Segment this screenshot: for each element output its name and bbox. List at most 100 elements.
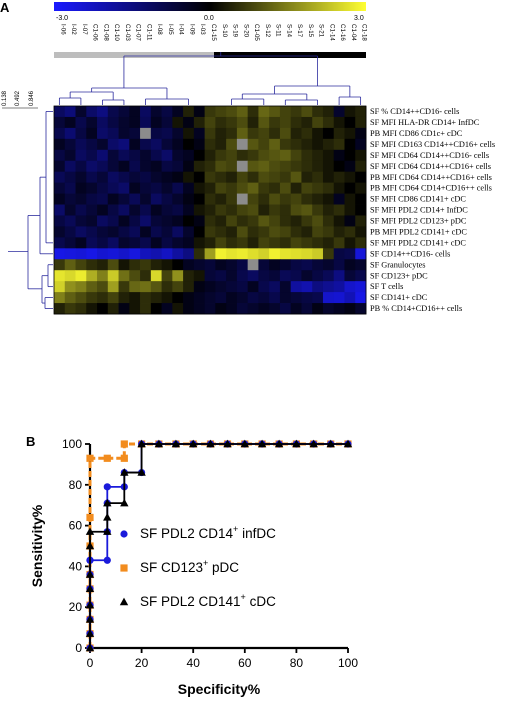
heatmap-cell bbox=[322, 182, 335, 194]
color-scale-gradient bbox=[54, 2, 366, 11]
heatmap-cell bbox=[54, 270, 66, 282]
heatmap-cell bbox=[215, 138, 227, 151]
heatmap-cell bbox=[129, 171, 141, 184]
heatmap-cell bbox=[193, 182, 206, 194]
heatmap-cell bbox=[312, 138, 324, 151]
heatmap-cell bbox=[75, 215, 87, 227]
heatmap-cell bbox=[301, 259, 313, 271]
heatmap-cell bbox=[129, 237, 141, 249]
heatmap-cell bbox=[118, 270, 130, 282]
heatmap-cell bbox=[161, 226, 173, 238]
heatmap-cell bbox=[140, 215, 152, 227]
roc-point-triangle bbox=[171, 439, 181, 448]
roc-line-triangle bbox=[89, 443, 348, 648]
heatmap-cell bbox=[355, 204, 367, 216]
heatmap-cell bbox=[161, 106, 173, 118]
heatmap-cell bbox=[54, 106, 66, 118]
roc-point-triangle bbox=[137, 468, 146, 476]
heatmap-cell bbox=[355, 138, 367, 151]
column-labels: I-06 I-02 I-07 C1-06 C1-08 C1-10 C1-03 C1-07 C1-… bbox=[59, 24, 367, 41]
heatmap-cell bbox=[301, 106, 313, 118]
heatmap-cell bbox=[215, 226, 227, 238]
row-label: PB MFI CD86 CD1c+ cDC bbox=[370, 129, 463, 138]
heatmap-cell bbox=[269, 226, 281, 238]
heatmap-cell bbox=[279, 193, 292, 205]
row-label: PB % CD14+CD16++ cells bbox=[370, 304, 462, 313]
y-tick-label: 0 bbox=[75, 641, 82, 655]
heatmap-cell bbox=[236, 193, 249, 205]
heatmap-cell bbox=[258, 116, 270, 129]
heatmap-cell bbox=[150, 127, 162, 140]
column-label: C1-04 bbox=[350, 24, 357, 41]
heatmap-cell bbox=[301, 138, 313, 151]
heatmap-cell bbox=[54, 303, 66, 315]
heatmap-cell bbox=[322, 204, 335, 216]
heatmap-border bbox=[53, 105, 367, 315]
roc-point-triangle bbox=[85, 600, 95, 609]
heatmap-cell bbox=[118, 193, 130, 205]
heatmap-cell bbox=[97, 193, 109, 205]
roc-chart: 0 20 40 60 80 100 0 20 40 60 80 100 Specificity% Sens… bbox=[29, 437, 358, 697]
heatmap-cell bbox=[344, 259, 356, 271]
heatmap-cell bbox=[333, 193, 345, 205]
roc-point-triangle bbox=[137, 439, 146, 448]
heatmap-cell bbox=[247, 259, 259, 271]
heatmap-cell bbox=[236, 138, 249, 151]
heatmap-cell bbox=[161, 248, 173, 260]
heatmap-cell bbox=[54, 149, 66, 162]
heatmap-cell bbox=[150, 215, 162, 227]
heatmap-cell bbox=[215, 106, 227, 118]
heatmap-cell bbox=[107, 292, 119, 304]
heatmap-cell bbox=[64, 226, 76, 238]
heatmap-cell bbox=[140, 138, 152, 151]
heatmap-cell bbox=[215, 237, 227, 249]
heatmap-cell bbox=[333, 226, 345, 238]
heatmap-cell bbox=[107, 215, 119, 227]
heatmap-cell bbox=[75, 116, 87, 129]
heatmap-cell bbox=[86, 292, 98, 304]
heatmap-cell bbox=[333, 237, 345, 249]
column-label: C1-16 bbox=[339, 24, 346, 41]
heatmap bbox=[53, 105, 367, 315]
heatmap-cell bbox=[129, 193, 141, 205]
heatmap-cell bbox=[279, 248, 292, 260]
heatmap-cell bbox=[75, 171, 87, 184]
heatmap-cell bbox=[183, 160, 195, 173]
column-label: I-02 bbox=[70, 24, 77, 35]
heatmap-cell bbox=[344, 248, 356, 260]
heatmap-cell bbox=[247, 270, 259, 282]
roc-point-triangle bbox=[240, 439, 249, 448]
heatmap-cell bbox=[226, 259, 238, 271]
heatmap-cell bbox=[269, 116, 281, 129]
heatmap-cell bbox=[118, 259, 130, 271]
heatmap-cell bbox=[269, 160, 281, 173]
heatmap-cell bbox=[129, 160, 141, 173]
heatmap-cell bbox=[129, 303, 141, 315]
heatmap-cell bbox=[355, 215, 367, 227]
heatmap-cell bbox=[215, 160, 227, 173]
heatmap-cell bbox=[193, 106, 206, 118]
heatmap-cell bbox=[312, 160, 324, 173]
heatmap-cell bbox=[64, 237, 76, 249]
heatmap-cell bbox=[193, 149, 206, 162]
heatmap-cell bbox=[75, 259, 87, 271]
x-tick-label: 20 bbox=[135, 656, 149, 670]
column-label: S-20 bbox=[242, 24, 249, 38]
roc-point-triangle bbox=[85, 541, 95, 550]
heatmap-cell bbox=[215, 303, 227, 315]
heatmap-cell bbox=[64, 193, 76, 205]
row-label: SF MFI CD163 CD14++CD16+ cells bbox=[370, 140, 495, 149]
heatmap-cell bbox=[64, 116, 76, 129]
row-label: PB MFI PDL2 CD141+ cDC bbox=[370, 227, 467, 236]
heatmap-cell bbox=[172, 116, 184, 129]
panel-a-label: A bbox=[0, 0, 10, 15]
heatmap-cell bbox=[204, 270, 216, 282]
heatmap-cell bbox=[107, 149, 119, 162]
heatmap-cell bbox=[322, 292, 335, 304]
heatmap-cell bbox=[279, 281, 292, 293]
heatmap-cell bbox=[322, 281, 335, 293]
y-tick-label: 100 bbox=[62, 437, 82, 451]
group-bar bbox=[54, 52, 366, 58]
heatmap-cell bbox=[301, 237, 313, 249]
heatmap-cell bbox=[183, 248, 195, 260]
